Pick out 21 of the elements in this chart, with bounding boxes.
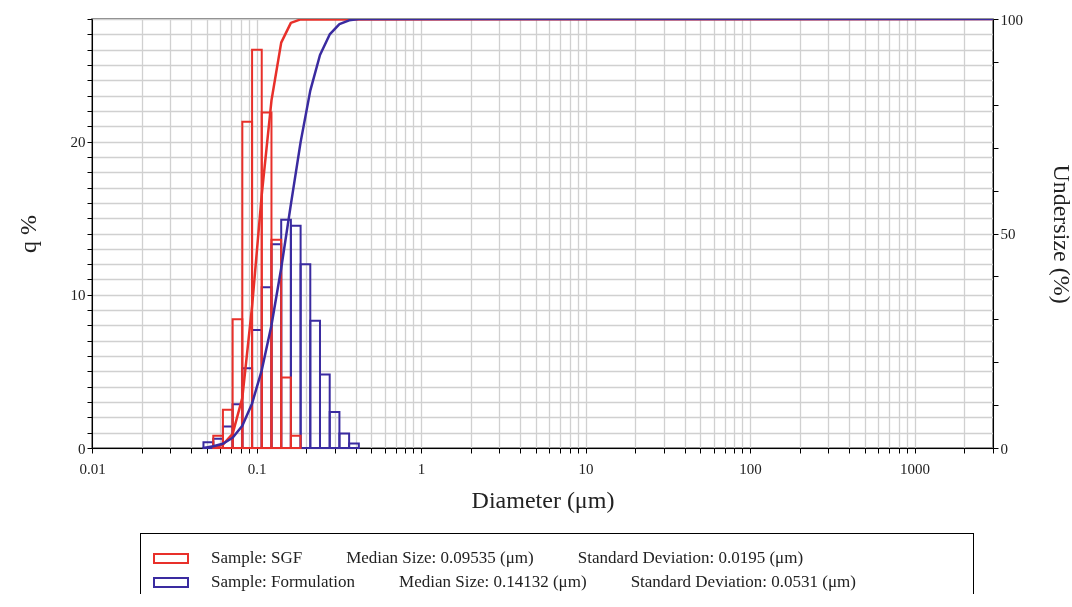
y2-tick-label: 50 <box>1000 226 1016 242</box>
text: Median Size: 0.09535 (μm) <box>346 548 534 568</box>
text: Median Size: 0.14132 (μm) <box>399 572 587 592</box>
x-tick-label: 10 <box>578 460 594 477</box>
x-tick-label: 1 <box>417 460 426 477</box>
text: Standard Deviation: 0.0195 (μm) <box>577 548 804 568</box>
legend-label: Sample: Formulation <box>211 572 356 592</box>
x-axis-title: Diameter (μm) <box>471 486 615 513</box>
y-tick-label: 0 <box>78 440 86 457</box>
y2-axis-title: Undersize (%) <box>1049 164 1072 304</box>
y2-tick-label: 0 <box>1000 440 1008 457</box>
y-tick-label: 10 <box>70 287 86 304</box>
text: Standard Deviation: 0.0531 (μm) <box>630 572 856 592</box>
y-axis-title: q % <box>14 215 41 253</box>
x-tick-label: 0.1 <box>247 460 267 477</box>
legend-label: Sample: SGF <box>211 548 303 568</box>
y-tick-label: 20 <box>70 134 86 151</box>
x-tick-label: 1000 <box>900 460 931 477</box>
y2-tick-label: 100 <box>1000 11 1023 28</box>
x-tick-label: 100 <box>739 460 762 477</box>
x-tick-label: 0.01 <box>79 460 106 477</box>
